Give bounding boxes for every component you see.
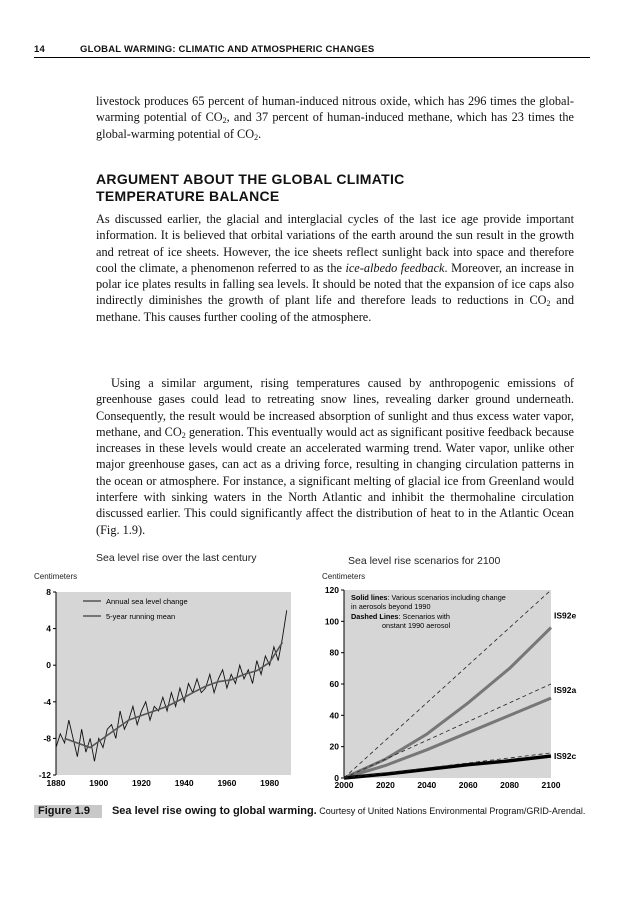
figure-title: Sea level rise owing to global warming. bbox=[111, 805, 317, 817]
y-tick-label: 20 bbox=[330, 742, 340, 752]
running-head: 14 GLOBAL WARMING: CLIMATIC AND ATMOSPHE… bbox=[34, 44, 590, 58]
note-solid-lines: Solid lines: Various scenarios including… bbox=[351, 593, 506, 602]
figure: Sea level rise over the last century Cent… bbox=[26, 548, 596, 790]
section-heading: ARGUMENT ABOUT THE GLOBAL CLIMATIC TEMPE… bbox=[96, 171, 405, 204]
x-tick-label: 2020 bbox=[376, 780, 395, 788]
x-tick-label: 2060 bbox=[459, 780, 478, 788]
legend-label-annual: Annual sea level change bbox=[106, 597, 188, 606]
paragraph-3: Using a similar argument, rising tempera… bbox=[96, 376, 574, 537]
right-chart-title: Sea level rise scenarios for 2100 bbox=[348, 555, 500, 567]
x-tick-label: 1960 bbox=[217, 778, 236, 788]
y-tick-label: 4 bbox=[46, 624, 51, 634]
x-tick-label: 1900 bbox=[89, 778, 108, 788]
running-head-title: GLOBAL WARMING: CLIMATIC AND ATMOSPHERIC… bbox=[80, 44, 375, 55]
series-label-is92e: IS92e bbox=[554, 611, 576, 621]
figure-credit: Courtesy of United Nations Environmental… bbox=[316, 806, 586, 816]
y-tick-label: 80 bbox=[330, 648, 340, 658]
y-tick-label: 0 bbox=[46, 660, 51, 670]
series-is92a-dashed bbox=[343, 683, 552, 779]
right-y-axis-label: Centimeters bbox=[322, 572, 365, 581]
paragraph-2: As discussed earlier, the glacial and in… bbox=[96, 212, 575, 324]
left-y-axis-label: Centimeters bbox=[34, 572, 77, 581]
y-tick-label: 60 bbox=[330, 679, 340, 689]
series-5-year-running-mean bbox=[64, 641, 284, 749]
y-tick-label: 8 bbox=[46, 587, 51, 597]
header-rule bbox=[34, 57, 590, 58]
y-tick-label: -4 bbox=[43, 697, 51, 707]
series-annual-sea-level-change bbox=[55, 610, 288, 762]
paragraph-1: livestock produces 65 percent of human-i… bbox=[96, 94, 574, 142]
note-solid-lines-cont: in aerosols beyond 1990 bbox=[351, 602, 431, 611]
y-tick-label: -12 bbox=[39, 770, 52, 780]
series-is92a-solid bbox=[343, 696, 552, 780]
x-tick-label: 1940 bbox=[175, 778, 194, 788]
figure-label: Figure 1.9 bbox=[34, 805, 102, 818]
figure-charts: Sea level rise over the last century Cent… bbox=[34, 552, 576, 790]
legend-label-mean: 5-year running mean bbox=[106, 612, 175, 621]
y-tick-label: 120 bbox=[325, 585, 339, 595]
y-tick-label: 100 bbox=[325, 616, 339, 626]
x-tick-label: 2040 bbox=[417, 780, 436, 788]
y-tick-label: 40 bbox=[330, 710, 340, 720]
series-is92e-dashed bbox=[343, 589, 552, 779]
y-tick-label: 0 bbox=[334, 773, 339, 783]
x-tick-label: 2080 bbox=[500, 780, 519, 788]
figure-caption: Figure 1.9 Sea level rise owing to global… bbox=[34, 805, 594, 818]
left-chart-title: Sea level rise over the last century bbox=[96, 552, 257, 564]
x-tick-label: 2000 bbox=[335, 780, 354, 788]
x-tick-label: 1980 bbox=[260, 778, 279, 788]
series-label-is92a: IS92a bbox=[554, 685, 576, 695]
note-dashed-lines: Dashed Lines: Scenarios with bbox=[351, 612, 450, 621]
x-tick-label: 1880 bbox=[47, 778, 66, 788]
series-is92c-solid bbox=[343, 754, 552, 780]
note-dashed-lines-cont: onstant 1990 aerosol bbox=[382, 621, 451, 630]
series-label-is92c: IS92c bbox=[554, 751, 576, 761]
page-number: 14 bbox=[34, 44, 45, 55]
y-tick-label: -8 bbox=[43, 733, 51, 743]
x-tick-label: 2100 bbox=[542, 780, 561, 788]
x-tick-label: 1920 bbox=[132, 778, 151, 788]
